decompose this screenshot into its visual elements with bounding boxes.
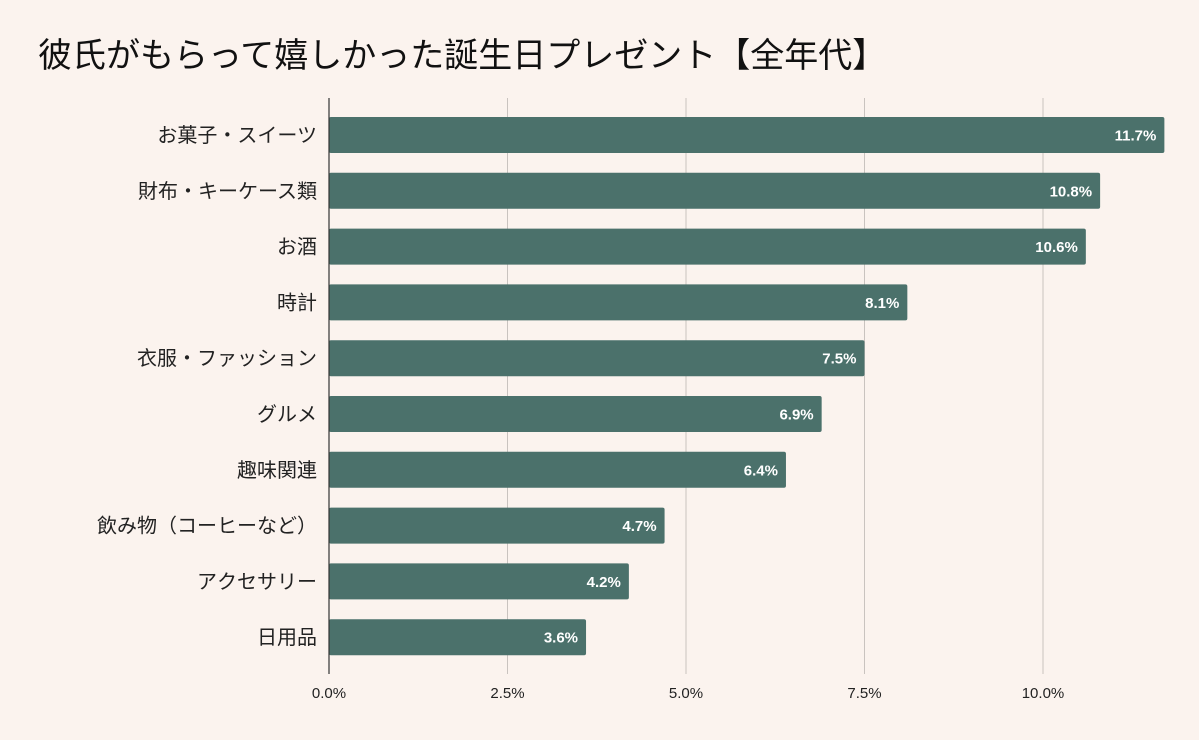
bars: 11.7% 10.8% 10.6% 8.1% 7.5% 6.9% 6.4% 4.7% 4.2% 3… xyxy=(329,117,1165,656)
category-label: 時計 xyxy=(277,290,317,314)
bar-value-label: 8.1% xyxy=(865,295,899,312)
category-label: 趣味関連 xyxy=(237,458,317,482)
bar xyxy=(329,340,865,377)
bar-value-label: 10.6% xyxy=(1035,239,1078,256)
bar-value-label: 7.5% xyxy=(822,351,856,368)
x-tick-label: 2.5% xyxy=(490,685,524,702)
x-tick-label: 7.5% xyxy=(847,685,881,702)
category-label: お菓子・スイーツ xyxy=(157,123,317,147)
bar-value-label: 6.9% xyxy=(779,407,813,424)
bar-value-label: 4.2% xyxy=(587,574,621,591)
x-tick-label: 0.0% xyxy=(312,685,346,702)
x-tick-label: 10.0% xyxy=(1022,685,1065,702)
bar-value-label: 6.4% xyxy=(744,462,778,479)
category-label: グルメ xyxy=(257,402,317,426)
bar xyxy=(329,619,587,656)
category-label: アクセサリー xyxy=(197,569,317,593)
bar xyxy=(329,172,1101,209)
category-label: お酒 xyxy=(277,235,317,259)
bar-value-label: 4.7% xyxy=(622,518,656,535)
bar xyxy=(329,228,1086,265)
axes: 0.0% 2.5% 5.0% 7.5% 10.0% お菓子・スイーツ財布・キーケース類お酒… xyxy=(97,98,1064,702)
bar xyxy=(329,507,665,544)
category-label: 日用品 xyxy=(257,625,317,649)
category-label: 飲み物（コーヒーなど） xyxy=(97,514,317,538)
bar-value-label: 11.7% xyxy=(1115,128,1157,145)
x-tick-label: 5.0% xyxy=(669,685,703,702)
bar xyxy=(329,563,629,600)
bar xyxy=(329,117,1165,153)
bar xyxy=(329,451,786,488)
bar-value-label: 10.8% xyxy=(1050,183,1093,200)
category-label: 財布・キーケース類 xyxy=(138,179,317,203)
bar xyxy=(329,396,822,432)
chart-title: 彼氏がもらって嬉しかった誕生日プレゼント【全年代】 xyxy=(38,36,887,76)
bar xyxy=(329,284,908,321)
category-label: 衣服・ファッション xyxy=(137,346,317,370)
bar-value-label: 3.6% xyxy=(544,630,578,647)
